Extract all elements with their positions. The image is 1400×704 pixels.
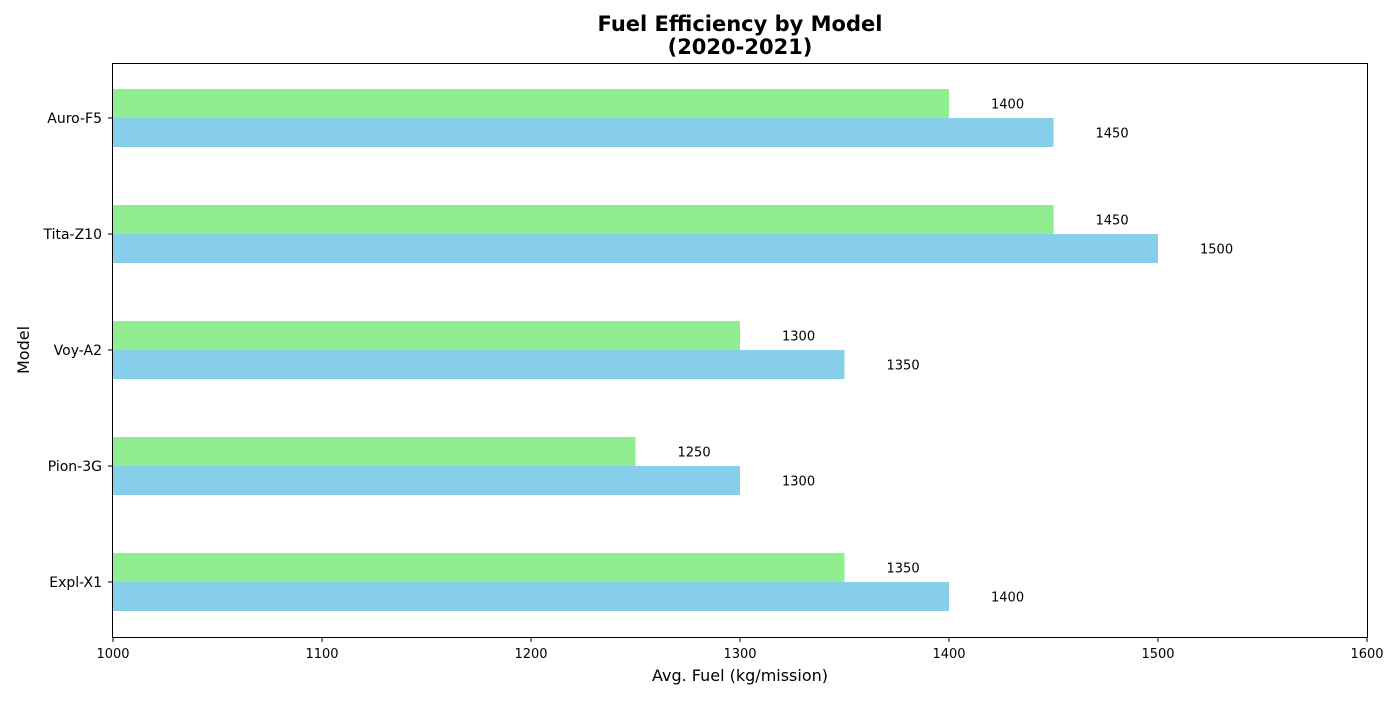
chart-title-line-1: Fuel Efficiency by Model [598, 12, 883, 36]
bar-expl-x1-series-2 [113, 553, 845, 582]
data-label-voy-a2-series-1: 1350 [887, 359, 920, 374]
bar-pion-3g-series-2 [113, 437, 636, 466]
x-axis: 1000 1100 1200 1300 1400 1500 1600 [96, 637, 1384, 662]
data-label-pion-3g-series-2: 1250 [678, 446, 711, 461]
bar-voy-a2-series-1 [113, 350, 845, 379]
bar-auro-f5-series-1 [113, 118, 1054, 147]
bar-tita-z10-series-1 [113, 234, 1158, 263]
bar-tita-z10-series-2 [113, 205, 1054, 234]
x-tick-label-1400: 1400 [932, 647, 965, 662]
x-axis-label: Avg. Fuel (kg/mission) [652, 666, 828, 685]
data-label-voy-a2-series-2: 1300 [782, 330, 815, 345]
y-tick-label-pion-3g: Pion-3G [48, 459, 102, 475]
bar-auro-f5-series-2 [113, 89, 949, 118]
y-tick-label-tita-z10: Tita-Z10 [42, 227, 102, 243]
bar-voy-a2-series-2 [113, 321, 740, 350]
y-axis: Expl-X1 Pion-3G Voy-A2 Tita-Z10 Auro-F5 [42, 111, 113, 591]
data-label-expl-x1-series-2: 1350 [887, 562, 920, 577]
x-tick-label-1500: 1500 [1141, 647, 1174, 662]
x-tick-label-1600: 1600 [1350, 647, 1383, 662]
data-label-auro-f5-series-1: 1450 [1096, 127, 1129, 142]
y-tick-label-expl-x1: Expl-X1 [49, 575, 102, 591]
y-axis-label: Model [14, 326, 33, 374]
x-tick-label-1000: 1000 [96, 647, 129, 662]
x-tick-label-1100: 1100 [305, 647, 338, 662]
x-tick-label-1200: 1200 [514, 647, 547, 662]
bar-expl-x1-series-1 [113, 582, 949, 611]
data-label-tita-z10-series-2: 1450 [1096, 214, 1129, 229]
y-tick-label-auro-f5: Auro-F5 [47, 111, 102, 127]
x-tick-label-1300: 1300 [723, 647, 756, 662]
data-label-auro-f5-series-2: 1400 [991, 98, 1024, 113]
data-labels-layer: 1400 1350 1300 1250 1350 1300 1500 1450 1450 1400 [678, 98, 1234, 606]
data-label-tita-z10-series-1: 1500 [1200, 243, 1233, 258]
chart-title-line-2: (2020-2021) [668, 35, 813, 59]
y-tick-label-voy-a2: Voy-A2 [54, 343, 102, 359]
bar-pion-3g-series-1 [113, 466, 740, 495]
data-label-expl-x1-series-1: 1400 [991, 591, 1024, 606]
bars-layer [113, 89, 1158, 611]
data-label-pion-3g-series-1: 1300 [782, 475, 815, 490]
